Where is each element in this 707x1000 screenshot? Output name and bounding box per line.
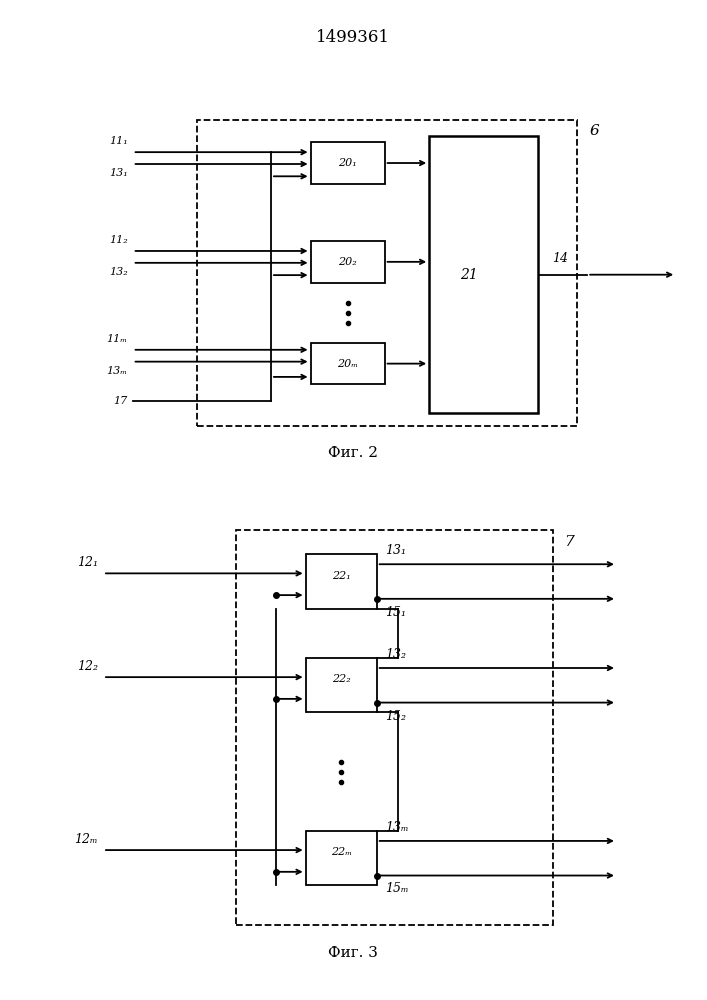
Text: 15₂: 15₂ xyxy=(385,710,406,723)
Text: 13₁: 13₁ xyxy=(385,544,406,557)
Text: 12ₘ: 12ₘ xyxy=(74,833,98,846)
Bar xyxy=(197,120,578,426)
Text: 1499361: 1499361 xyxy=(316,29,390,46)
Text: 11₁: 11₁ xyxy=(109,136,128,146)
Text: 20ₘ: 20ₘ xyxy=(337,359,358,369)
Text: 11ₘ: 11ₘ xyxy=(107,334,128,344)
Text: 12₂: 12₂ xyxy=(77,660,98,673)
Bar xyxy=(310,142,385,184)
Text: 15ₘ: 15ₘ xyxy=(385,882,408,895)
Text: 13ₘ: 13ₘ xyxy=(107,366,128,376)
Text: Фиг. 2: Фиг. 2 xyxy=(328,446,378,460)
Bar xyxy=(305,658,377,712)
Text: 12₁: 12₁ xyxy=(77,556,98,569)
Bar xyxy=(429,136,538,413)
Text: 22₂: 22₂ xyxy=(332,674,351,684)
Text: 20₂: 20₂ xyxy=(338,257,357,267)
Text: 13₂: 13₂ xyxy=(109,267,128,277)
Text: 14: 14 xyxy=(553,252,568,265)
Text: 11₂: 11₂ xyxy=(109,235,128,245)
Bar xyxy=(310,343,385,384)
Text: 22ₘ: 22ₘ xyxy=(331,847,351,857)
Bar xyxy=(310,241,385,283)
Text: 13ₘ: 13ₘ xyxy=(385,821,408,834)
Text: 17: 17 xyxy=(113,396,128,406)
Text: Фиг. 3: Фиг. 3 xyxy=(328,946,378,960)
Text: 13₂: 13₂ xyxy=(385,648,406,661)
Bar xyxy=(305,554,377,609)
Text: 21: 21 xyxy=(460,268,477,282)
Text: 20₁: 20₁ xyxy=(338,158,357,168)
Bar xyxy=(305,831,377,885)
Text: 13₁: 13₁ xyxy=(109,168,128,178)
Bar xyxy=(236,530,553,925)
Text: 22₁: 22₁ xyxy=(332,571,351,581)
Text: 6: 6 xyxy=(589,124,599,138)
Text: 15₁: 15₁ xyxy=(385,606,406,619)
Text: 7: 7 xyxy=(564,535,574,549)
